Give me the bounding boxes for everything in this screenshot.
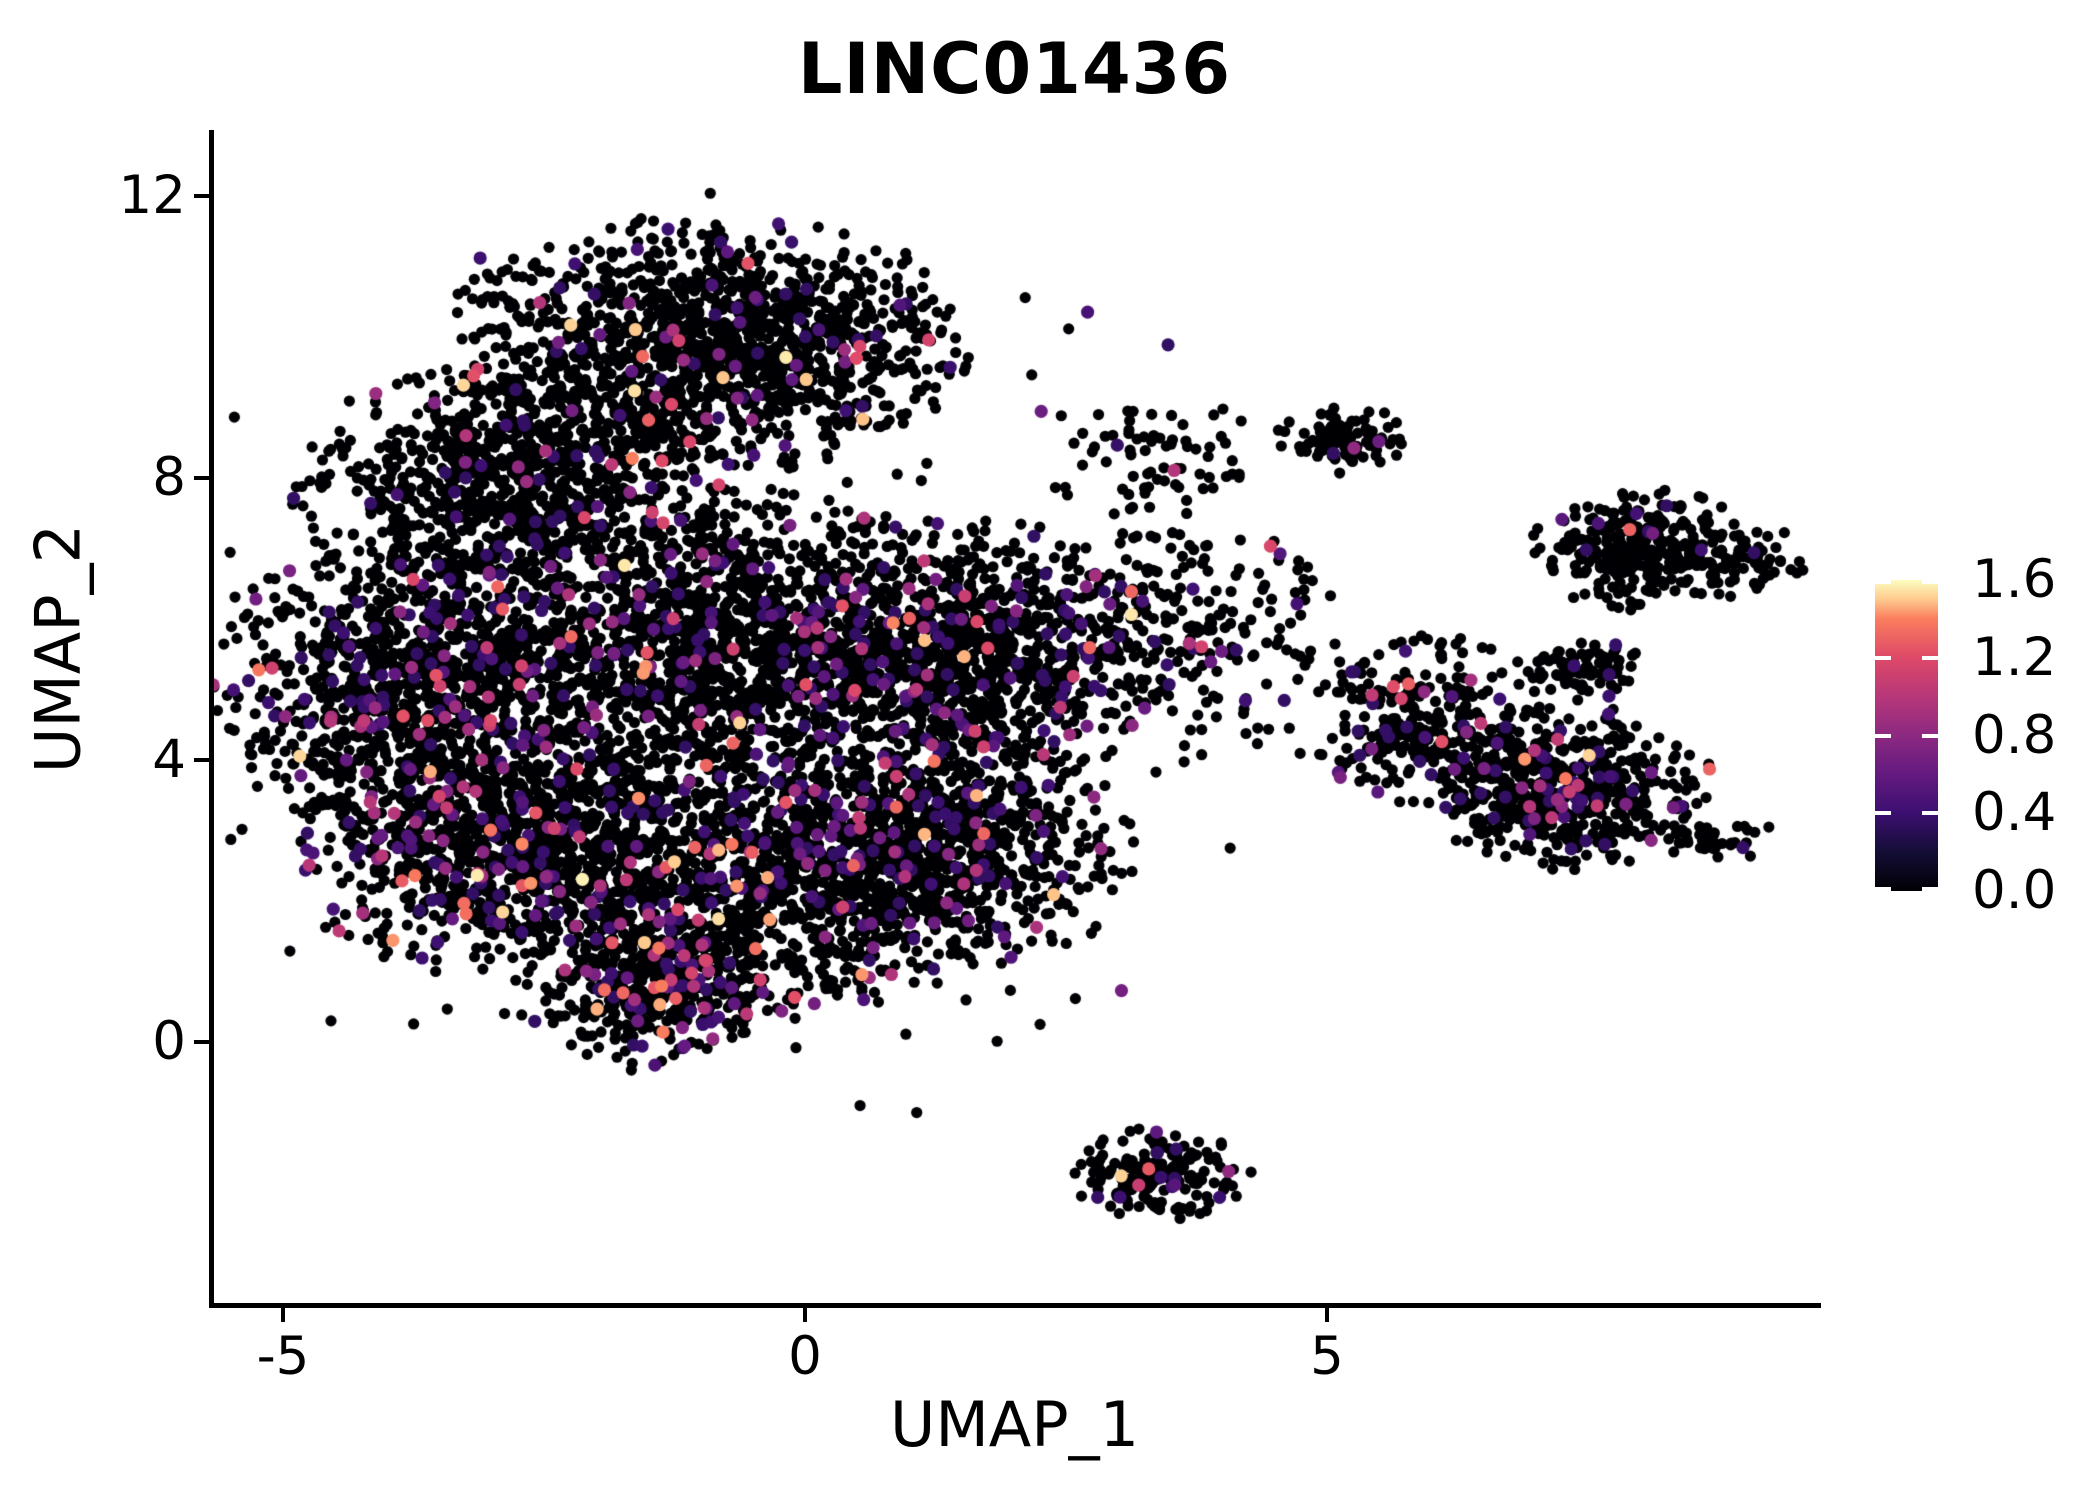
colorbar-tick-mark: [1922, 811, 1938, 816]
colorbar-tick-label: 0.8: [1972, 704, 2057, 766]
colorbar-tick-mark: [1922, 655, 1938, 660]
colorbar-tick-mark: [1875, 655, 1891, 660]
x-tick-mark: [281, 1307, 285, 1322]
y-tick-label: 0: [152, 1011, 186, 1072]
x-tick-label: -5: [256, 1326, 310, 1387]
y-tick-mark: [194, 1040, 209, 1044]
y-axis-label: UMAP_2: [21, 523, 95, 774]
colorbar-tick-mark: [1875, 811, 1891, 816]
colorbar-tick-label: 1.6: [1972, 549, 2057, 610]
y-tick-mark: [194, 194, 209, 198]
colorbar-tick-mark: [1875, 580, 1891, 584]
colorbar-tick-mark: [1875, 887, 1891, 891]
x-tick-label: 5: [1310, 1326, 1344, 1387]
x-axis-spine: [209, 1303, 1821, 1308]
y-tick-label: 8: [152, 447, 186, 508]
y-tick-mark: [194, 476, 209, 480]
x-tick-label: 0: [788, 1326, 822, 1387]
colorbar-tick-label: 1.2: [1972, 626, 2057, 688]
colorbar-tick-label: 0.4: [1972, 782, 2057, 844]
y-tick-mark: [194, 758, 209, 762]
colorbar-tick-mark: [1922, 733, 1938, 738]
colorbar-tick-label: 0.0: [1972, 860, 2057, 921]
plot-title: LINC01436: [797, 28, 1232, 110]
y-tick-label: 4: [152, 729, 186, 790]
colorbar-tick-mark: [1922, 887, 1938, 891]
y-tick-label: 12: [118, 165, 186, 226]
x-tick-mark: [803, 1307, 807, 1322]
colorbar-tick-mark: [1875, 733, 1891, 738]
x-tick-mark: [1325, 1307, 1329, 1322]
x-axis-label: UMAP_1: [889, 1388, 1140, 1461]
y-axis-spine: [209, 130, 214, 1307]
colorbar-tick-mark: [1922, 580, 1938, 584]
